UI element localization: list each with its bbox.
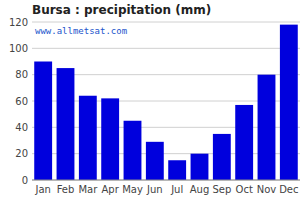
bar (101, 98, 119, 180)
title: Bursa : precipitation (mm) (32, 3, 211, 17)
bar (57, 68, 75, 180)
x-tick-label: Aug (190, 184, 210, 195)
x-axis-line (32, 180, 300, 181)
x-tick-label: Apr (102, 184, 120, 195)
watermark: www.allmetsat.com (35, 26, 127, 36)
bar (79, 96, 97, 180)
background (0, 0, 306, 200)
y-tick-label: 120 (9, 17, 28, 28)
grid-line (32, 180, 300, 181)
x-tick-label: Nov (257, 184, 277, 195)
bar (124, 121, 142, 180)
grid-line (32, 48, 300, 49)
x-tick-label: Sep (212, 184, 231, 195)
x-tick-label: May (122, 184, 143, 195)
bar (191, 154, 209, 180)
x-tick-label: Oct (236, 184, 253, 195)
y-tick-label: 60 (15, 96, 28, 107)
chart: Bursa : precipitation (mm) 0 20 40 60 80 100 12… (0, 0, 306, 200)
x-tick-label: Jul (170, 184, 183, 195)
x-tick-label: Feb (57, 184, 75, 195)
y-tick-label: 80 (15, 69, 28, 80)
bar (168, 160, 186, 180)
y-tick-label: 40 (15, 122, 28, 133)
x-tick-label: Jun (146, 184, 163, 195)
bar (258, 75, 276, 180)
y-tick-label: 0 (22, 175, 28, 186)
y-axis: 0 20 40 60 80 100 120 (9, 17, 300, 186)
bar (213, 134, 231, 180)
x-tick-label: Mar (78, 184, 98, 195)
bar (280, 25, 298, 180)
y-tick-label: 100 (9, 43, 28, 54)
bar (235, 105, 253, 180)
x-tick-label: Jan (34, 184, 50, 195)
grid-line (32, 22, 300, 23)
x-tick-label: Dec (279, 184, 298, 195)
bar (34, 62, 52, 181)
bar (146, 142, 164, 180)
x-axis: Jan FebMar AprMayJun Jul AugSep Oct NovDec (34, 184, 298, 195)
bars (34, 25, 298, 180)
y-tick-label: 20 (15, 148, 28, 159)
